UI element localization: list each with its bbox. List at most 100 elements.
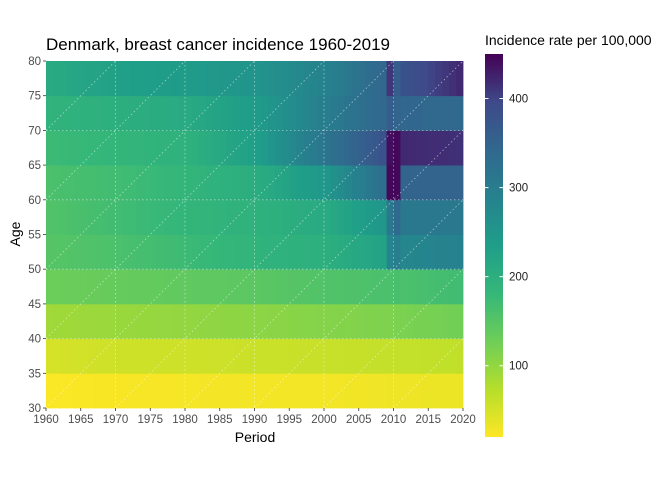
heatmap-cell xyxy=(122,61,130,97)
heatmap-cell xyxy=(59,338,68,374)
heatmap-cell xyxy=(449,199,457,235)
heatmap-cell xyxy=(407,61,415,97)
heatmap-cell xyxy=(400,269,408,305)
heatmap-cell xyxy=(219,95,228,131)
heatmap-cell xyxy=(365,234,374,270)
heatmap-cell xyxy=(414,165,422,201)
heatmap-cell xyxy=(191,130,200,166)
heatmap-cell xyxy=(317,303,325,339)
heatmap-cell xyxy=(80,61,89,97)
heatmap-cell xyxy=(317,61,325,97)
heatmap-cell xyxy=(108,61,116,97)
heatmap-cell xyxy=(268,199,276,235)
heatmap-cell xyxy=(449,373,457,409)
heatmap-cell xyxy=(421,95,429,131)
heatmap-cell xyxy=(414,61,422,97)
heatmap-cell xyxy=(324,373,332,409)
heatmap-cell xyxy=(205,61,214,97)
heatmap-cell xyxy=(393,199,401,235)
heatmap-cell xyxy=(330,165,339,201)
heatmap-cell xyxy=(150,234,158,270)
x-tick-label: 1995 xyxy=(276,414,302,426)
heatmap-cell xyxy=(344,199,353,235)
heatmap-cell xyxy=(171,338,179,374)
heatmap-cell xyxy=(205,165,214,201)
x-tick-label: 1990 xyxy=(242,414,268,426)
heatmap-cell xyxy=(157,234,165,270)
heatmap-cell xyxy=(337,338,346,374)
heatmap-cell xyxy=(191,61,200,97)
heatmap-cell xyxy=(52,303,61,339)
heatmap-cell xyxy=(289,373,297,409)
heatmap-cell xyxy=(449,130,457,166)
heatmap-cell xyxy=(282,338,290,374)
heatmap-cell xyxy=(414,199,422,235)
heatmap-cell xyxy=(268,269,276,305)
heatmap-cell xyxy=(87,373,96,409)
heatmap-cell xyxy=(247,61,255,97)
heatmap-cell xyxy=(240,199,248,235)
heatmap-cell xyxy=(171,269,179,305)
legend-tick-label: 300 xyxy=(509,183,528,195)
heatmap-cell xyxy=(129,303,137,339)
heatmap-cell xyxy=(268,95,276,131)
heatmap-cell xyxy=(414,95,422,131)
heatmap-cell xyxy=(400,165,408,201)
heatmap-cell xyxy=(247,234,255,270)
heatmap-cell xyxy=(414,130,422,166)
heatmap-cell xyxy=(73,130,82,166)
heatmap-cell xyxy=(261,338,269,374)
heatmap-cell xyxy=(379,165,387,201)
heatmap-cell xyxy=(296,373,304,409)
heatmap-cell xyxy=(393,61,401,97)
heatmap-cell xyxy=(178,338,186,374)
heatmap-cell xyxy=(379,303,387,339)
heatmap-cell xyxy=(303,373,311,409)
heatmap-cell xyxy=(101,373,109,409)
heatmap-cell xyxy=(421,130,429,166)
heatmap-cell xyxy=(358,130,367,166)
heatmap-cell xyxy=(150,269,158,305)
heatmap-cell xyxy=(289,165,297,201)
y-tick-label: 60 xyxy=(28,195,41,207)
heatmap-cell xyxy=(157,269,165,305)
heatmap-cell xyxy=(414,269,422,305)
heatmap-cell xyxy=(324,234,332,270)
heatmap-cell xyxy=(73,373,82,409)
heatmap-cell xyxy=(94,373,102,409)
heatmap-cell xyxy=(219,373,228,409)
heatmap-cell xyxy=(164,61,172,97)
heatmap-cell xyxy=(219,130,228,166)
heatmap-cell xyxy=(358,165,367,201)
heatmap-cell xyxy=(428,234,436,270)
heatmap-cell xyxy=(136,373,144,409)
heatmap-cell xyxy=(73,95,82,131)
heatmap-cell xyxy=(94,95,102,131)
heatmap-cell xyxy=(66,269,75,305)
heatmap-cell xyxy=(115,303,123,339)
heatmap-cell xyxy=(456,130,464,166)
heatmap-cell xyxy=(254,234,262,270)
heatmap-cell xyxy=(261,234,269,270)
heatmap-cell xyxy=(87,199,96,235)
heatmap-cell xyxy=(108,95,116,131)
heatmap-cell xyxy=(198,61,207,97)
heatmap-cell xyxy=(101,234,109,270)
heatmap-cell xyxy=(240,234,248,270)
heatmap-cell xyxy=(171,61,179,97)
heatmap-cell xyxy=(240,165,248,201)
heatmap-cell xyxy=(358,373,367,409)
heatmap-cell xyxy=(435,199,443,235)
heatmap-cell xyxy=(456,303,464,339)
heatmap-cell xyxy=(330,130,339,166)
grid-line-cohort xyxy=(184,130,464,409)
heatmap-cell xyxy=(358,338,367,374)
heatmap-cell xyxy=(317,95,325,131)
heatmap-cell xyxy=(254,303,262,339)
heatmap-cell xyxy=(428,95,436,131)
heatmap-cell xyxy=(261,303,269,339)
heatmap-cell xyxy=(205,130,214,166)
heatmap-cell xyxy=(372,199,380,235)
heatmap-cell xyxy=(212,234,221,270)
y-tick-label: 50 xyxy=(28,264,41,276)
